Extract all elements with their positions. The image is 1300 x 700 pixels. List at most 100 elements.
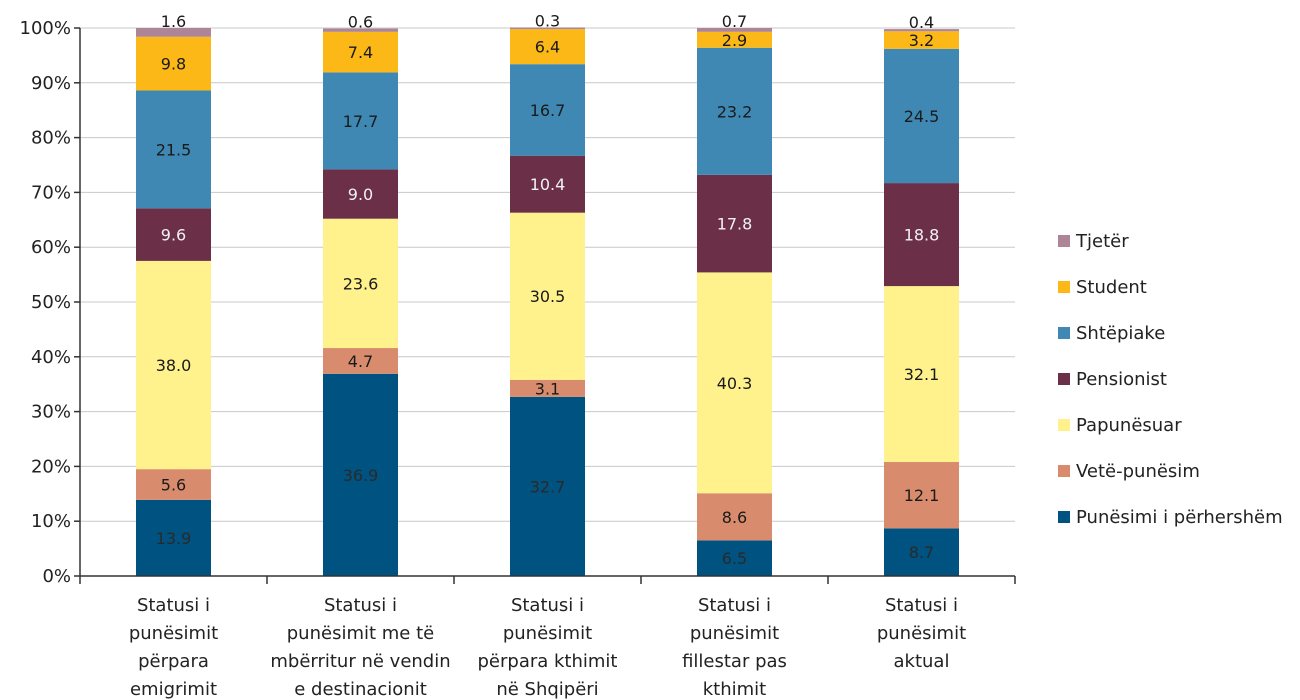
- data-label: 30.5: [530, 287, 566, 306]
- bar-segment: [136, 208, 211, 261]
- y-tick-label: 80%: [31, 128, 71, 149]
- bar-segment: [136, 90, 211, 209]
- data-label: 2.9: [722, 31, 747, 50]
- legend-swatch: [1058, 235, 1070, 247]
- legend-label: Vetë-punësim: [1076, 461, 1200, 482]
- legend: Tjetër Student Shtëpiake Pensionist Papunësu…: [1058, 231, 1283, 528]
- bar-segment: [136, 499, 211, 576]
- bar-segment: [697, 28, 772, 32]
- bar-segment: [884, 29, 959, 32]
- data-label: 38.0: [156, 356, 192, 375]
- data-label: 5.6: [161, 475, 186, 494]
- data-label: 9.6: [161, 226, 186, 245]
- bar-segment: [884, 286, 959, 463]
- data-label: 32.7: [530, 477, 566, 496]
- bar-segment: [323, 72, 398, 170]
- data-label: 21.5: [156, 140, 192, 159]
- data-label: 12.1: [904, 486, 940, 505]
- bar-segment: [510, 64, 585, 156]
- x-category-label: përpara kthimit: [478, 651, 618, 672]
- bar-segment: [884, 183, 959, 287]
- y-tick-label: 30%: [31, 402, 71, 423]
- data-label: 40.3: [717, 374, 753, 393]
- x-category-label: aktual: [894, 651, 950, 672]
- x-category-label: punësimit: [690, 623, 779, 644]
- bar-segment: [136, 28, 211, 37]
- y-tick-label: 90%: [31, 73, 71, 94]
- bar-segment: [510, 379, 585, 397]
- legend-label: Tjetër: [1075, 231, 1129, 252]
- bar-segment: [884, 48, 959, 184]
- data-label: 32.1: [904, 365, 940, 384]
- data-label: 8.7: [909, 543, 934, 562]
- y-tick-label: 0%: [42, 566, 71, 587]
- legend-swatch: [1058, 419, 1070, 431]
- x-category-label: kthimit: [703, 679, 766, 700]
- legend-label: Shtëpiake: [1076, 323, 1165, 344]
- x-category-label: Statusi i: [885, 595, 958, 616]
- legend-label: Papunësuar: [1076, 415, 1182, 436]
- data-label: 13.9: [156, 529, 192, 548]
- legend-swatch: [1058, 511, 1070, 523]
- x-category-label: në Shqipëri: [496, 679, 598, 700]
- x-category-label: Statusi i: [137, 595, 210, 616]
- data-label: 9.8: [161, 55, 186, 74]
- bar-segment: [697, 174, 772, 273]
- bar-segment: [697, 47, 772, 175]
- legend-label: Student: [1076, 277, 1147, 298]
- bar-segment: [697, 493, 772, 541]
- legend-swatch: [1058, 373, 1070, 385]
- bar-segment: [884, 31, 959, 49]
- bar-segment: [323, 373, 398, 576]
- x-category-label: Statusi i: [324, 595, 397, 616]
- x-category-label: punësimit me të: [287, 623, 434, 644]
- x-axis-category-labels: Statusi i punësimit përpara emigrimit Status…: [129, 595, 966, 700]
- x-category-label: punësimit: [503, 623, 592, 644]
- bar-segment: [510, 212, 585, 380]
- axes: [74, 27, 1016, 584]
- bar-segment: [136, 469, 211, 500]
- data-label: 17.8: [717, 215, 753, 234]
- y-tick-label: 50%: [31, 292, 71, 313]
- y-tick-label: 60%: [31, 237, 71, 258]
- bar-segment: [510, 155, 585, 213]
- bar-segment: [697, 31, 772, 48]
- legend-label: Punësimi i përhershëm: [1076, 507, 1283, 528]
- bar-segment: [136, 36, 211, 91]
- bar-segment: [323, 348, 398, 374]
- x-category-label: fillestar pas: [682, 651, 787, 672]
- bars: 13.9 5.6 38.0 9.6 21.5 9.8 1.6 36.9 4.7 23.6 9.0 17…: [136, 11, 959, 576]
- bar-segment: [884, 462, 959, 529]
- legend-swatch: [1058, 281, 1070, 293]
- bar-segment: [697, 272, 772, 494]
- bar-segment: [510, 27, 585, 30]
- legend-label: Pensionist: [1076, 369, 1167, 390]
- data-label: 4.7: [348, 352, 373, 371]
- x-category-label: e destinacionit: [294, 679, 427, 700]
- data-label: 23.6: [343, 274, 379, 293]
- y-tick-label: 100%: [20, 18, 71, 39]
- bar-segment: [510, 396, 585, 576]
- bar-segment: [697, 540, 772, 576]
- data-label: 18.8: [904, 226, 940, 245]
- x-category-label: Statusi i: [511, 595, 584, 616]
- y-axis-tick-labels: 0% 10% 20% 30% 40% 50% 60% 70% 80% 90% 100%: [20, 18, 71, 587]
- legend-swatch: [1058, 327, 1070, 339]
- data-label: 17.7: [343, 112, 379, 131]
- y-tick-label: 70%: [31, 182, 71, 203]
- bar-segment: [510, 29, 585, 65]
- data-label: 0.6: [348, 13, 373, 32]
- data-label: 36.9: [343, 466, 379, 485]
- data-label: 10.4: [530, 175, 566, 194]
- data-label: 6.5: [722, 549, 747, 568]
- data-label: 8.6: [722, 508, 747, 527]
- y-tick-label: 40%: [31, 347, 71, 368]
- bar-segment: [136, 260, 211, 470]
- y-tick-label: 10%: [31, 511, 71, 532]
- x-category-label: emigrimit: [130, 679, 217, 700]
- data-label: 23.2: [717, 102, 753, 121]
- data-label: 24.5: [904, 107, 940, 126]
- x-category-label: punësimit: [877, 623, 966, 644]
- data-label: 16.7: [530, 101, 566, 120]
